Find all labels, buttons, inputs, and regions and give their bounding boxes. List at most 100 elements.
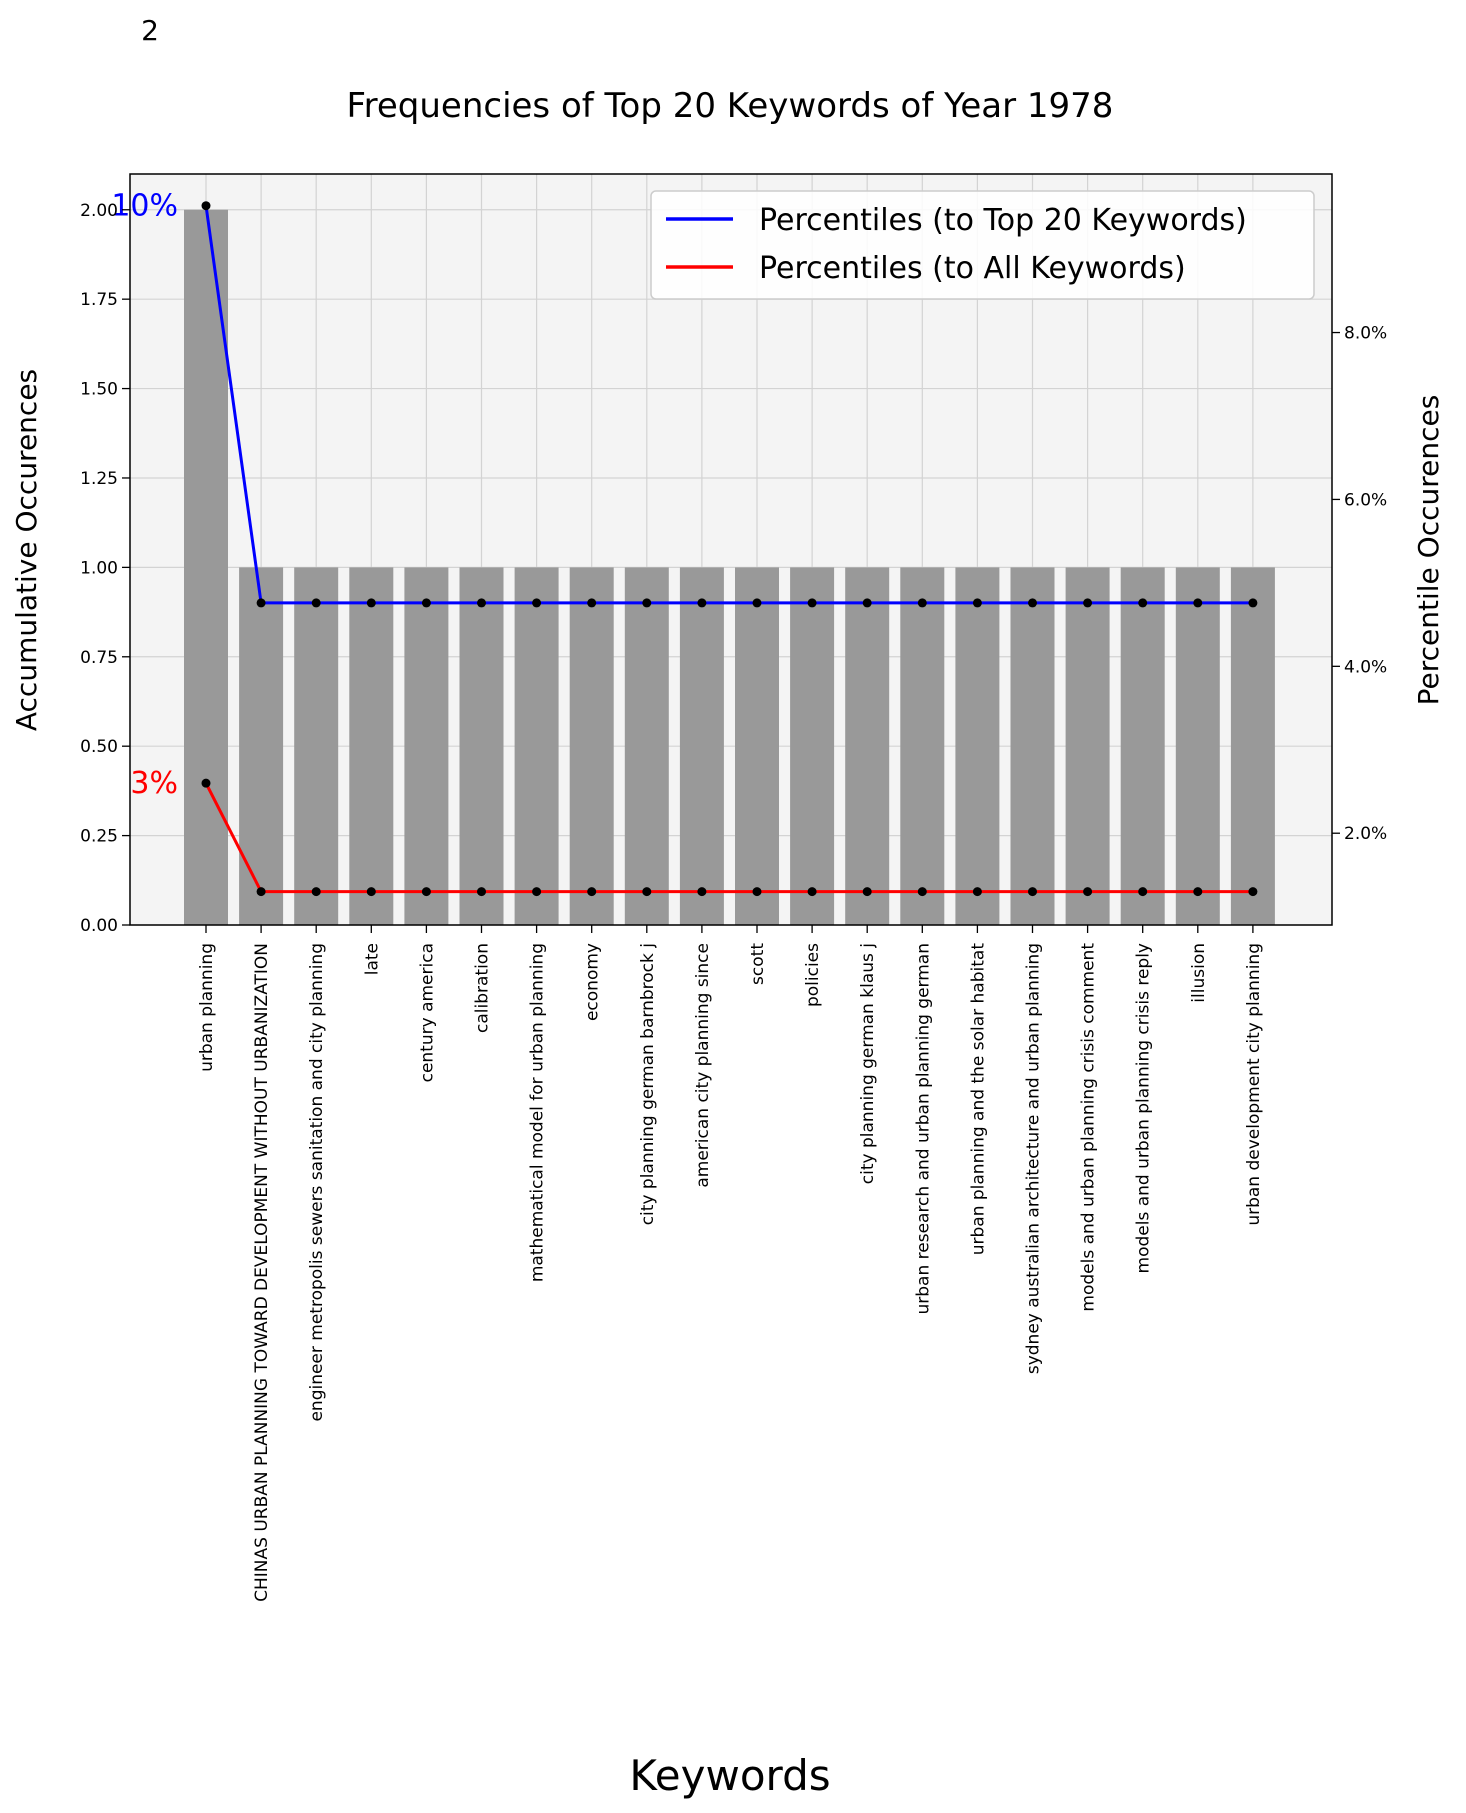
- x-tick-label: city planning german barnbrock j: [638, 943, 658, 1225]
- bar-6: [459, 567, 504, 925]
- bar-5: [404, 567, 449, 925]
- x-tick-label: CHINAS URBAN PLANNING TOWARD DEVELOPMENT…: [252, 943, 272, 1602]
- x-tick-label: models and urban planning crisis reply: [1134, 943, 1154, 1273]
- x-tick-label: models and urban planning crisis comment: [1079, 943, 1099, 1312]
- series-1-point: [972, 598, 982, 608]
- y-tick-label: 1.00: [80, 558, 118, 578]
- bar-1: [184, 209, 228, 925]
- series-2-point: [917, 887, 927, 897]
- series-2-point: [1083, 887, 1093, 897]
- y-tick-label: 0.50: [80, 737, 118, 757]
- series-2-point: [1248, 887, 1258, 897]
- series-2-point: [256, 887, 266, 897]
- x-tick-label: illusion: [1189, 943, 1209, 1003]
- plot-frame: [129, 173, 1333, 926]
- legend-label-top20: Percentiles (to Top 20 Keywords): [759, 203, 1247, 238]
- series-1-point: [532, 598, 542, 608]
- series-2-point: [311, 887, 321, 897]
- series-2-point: [421, 887, 431, 897]
- bar-9: [624, 567, 669, 925]
- series-2-point: [752, 887, 762, 897]
- series-1-point: [1138, 598, 1148, 608]
- series-2-point: [862, 887, 872, 897]
- y-tick-label: 0.25: [80, 827, 118, 847]
- series-2-point: [532, 887, 542, 897]
- x-tick-label: century america: [417, 943, 437, 1082]
- bar-4: [349, 567, 394, 925]
- bar-12: [790, 567, 835, 925]
- series-1-point: [1248, 598, 1258, 608]
- series-1-point: [1083, 598, 1093, 608]
- series-2-first-label: 3%: [130, 766, 178, 801]
- x-tick-label: late: [362, 943, 382, 975]
- bar-13: [845, 567, 890, 925]
- chart-title: Frequencies of Top 20 Keywords of Year 1…: [347, 86, 1114, 126]
- bar-11: [735, 567, 779, 925]
- x-tick-label: economy: [583, 943, 603, 1021]
- series-2-point: [1028, 887, 1037, 897]
- x-tick-label: sydney australian architecture and urban…: [1024, 943, 1044, 1374]
- y-axis-right-label: Percentile Occurences: [1412, 395, 1445, 706]
- bar-18: [1120, 567, 1165, 925]
- bar-15: [955, 567, 1000, 925]
- series-1-point: [477, 598, 486, 608]
- series-lines: 10% 3%: [111, 189, 1258, 897]
- bars: [184, 209, 1275, 925]
- series-1-point: [752, 598, 762, 608]
- bar-17: [1065, 567, 1110, 925]
- y-tick-label: 1.25: [80, 469, 118, 489]
- series-1-point: [1193, 598, 1203, 608]
- series-2-point: [807, 887, 817, 897]
- x-tick-label: mathematical model for urban planning: [528, 943, 548, 1282]
- series-1-point: [642, 598, 652, 608]
- x-tick-label: american city planning since: [693, 943, 713, 1188]
- bar-16: [1010, 567, 1055, 925]
- x-tick-label: calibration: [473, 943, 493, 1033]
- left-axis-ticks: 0.00 0.25 0.50 0.75 1.00 1.25 1.50 1.75 2.00: [80, 201, 130, 936]
- series-1-point: [697, 598, 707, 608]
- series-line-1: [204, 205, 1253, 605]
- right-axis-ticks: 2.0% 4.0% 6.0% 8.0%: [1332, 324, 1387, 844]
- y-tick-label: 0.00: [80, 916, 118, 936]
- series-2-point: [366, 887, 376, 897]
- series-1-point: [1028, 598, 1037, 608]
- x-tick-label: scott: [748, 943, 768, 985]
- bar-20: [1230, 567, 1275, 925]
- legend: Percentiles (to Top 20 Keywords) Percent…: [650, 190, 1315, 300]
- series-1-point: [917, 598, 927, 608]
- series-2-point: [1138, 887, 1148, 897]
- y-tick-label: 1.75: [80, 290, 118, 310]
- bar-2: [239, 567, 284, 925]
- series-1-point: [807, 598, 817, 608]
- bar-3: [294, 567, 339, 925]
- series-2-point: [587, 887, 597, 897]
- bar-7: [514, 567, 559, 925]
- legend-label-all: Percentiles (to All Keywords): [759, 251, 1186, 286]
- y-right-tick-label: 2.0%: [1344, 824, 1387, 844]
- bar-14: [900, 567, 945, 925]
- series-1-point: [201, 201, 211, 211]
- series-1-point: [256, 598, 266, 608]
- corner-label: 2: [141, 14, 159, 47]
- y-tick-label: 0.75: [80, 648, 118, 668]
- series-2-point: [697, 887, 707, 897]
- series-2-point: [972, 887, 982, 897]
- x-tick-label: urban planning: [197, 943, 217, 1072]
- series-1-point: [587, 598, 597, 608]
- y-right-tick-label: 6.0%: [1344, 490, 1387, 510]
- series-1-point: [421, 598, 431, 608]
- y-right-tick-label: 8.0%: [1344, 324, 1387, 344]
- x-tick-label: urban research and urban planning german: [913, 943, 933, 1315]
- bar-10: [679, 567, 724, 925]
- y-right-tick-label: 4.0%: [1344, 657, 1387, 677]
- series-2-point: [1193, 887, 1203, 897]
- x-tick-label: city planning german klaus j: [858, 943, 878, 1184]
- x-axis-label: Keywords: [629, 1751, 830, 1800]
- x-tick-label: urban planning and the solar habitat: [968, 943, 988, 1256]
- bar-8: [569, 567, 614, 925]
- y-tick-label: 1.50: [80, 380, 118, 400]
- series-1-point: [862, 598, 872, 608]
- series-1-first-label: 10%: [111, 189, 178, 224]
- legend-box: [650, 190, 1315, 300]
